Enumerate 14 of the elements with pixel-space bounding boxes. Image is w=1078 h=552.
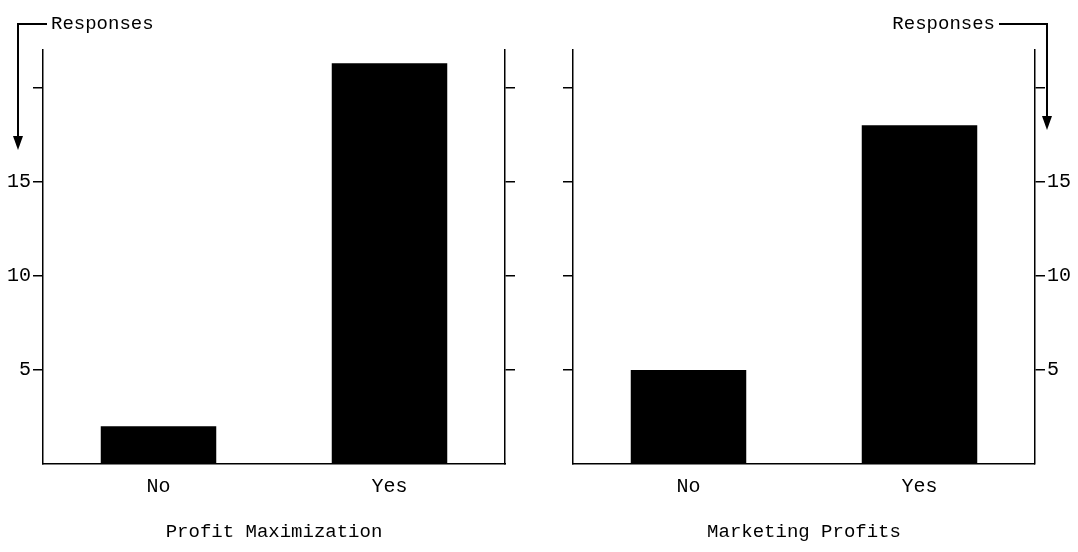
x-tick-label: Yes (901, 475, 938, 499)
y2-tick-label: 10 (1047, 264, 1072, 288)
x-tick-label: No (676, 475, 701, 499)
x-axis-title: Marketing Profits (707, 521, 901, 544)
y2-tick-label: 5 (1047, 358, 1060, 382)
y-axis-title: Responses (51, 13, 154, 36)
y-tick-label: 10 (6, 264, 31, 288)
y2-tick-label: 15 (1047, 170, 1072, 194)
x-tick-label: Yes (371, 475, 408, 499)
x-axis-title: Profit Maximization (165, 521, 383, 544)
y2-axis-title: Responses (892, 13, 995, 36)
y-tick-label: 15 (6, 170, 31, 194)
y-tick-label: 5 (18, 358, 31, 382)
x-tick-label: No (146, 475, 171, 499)
